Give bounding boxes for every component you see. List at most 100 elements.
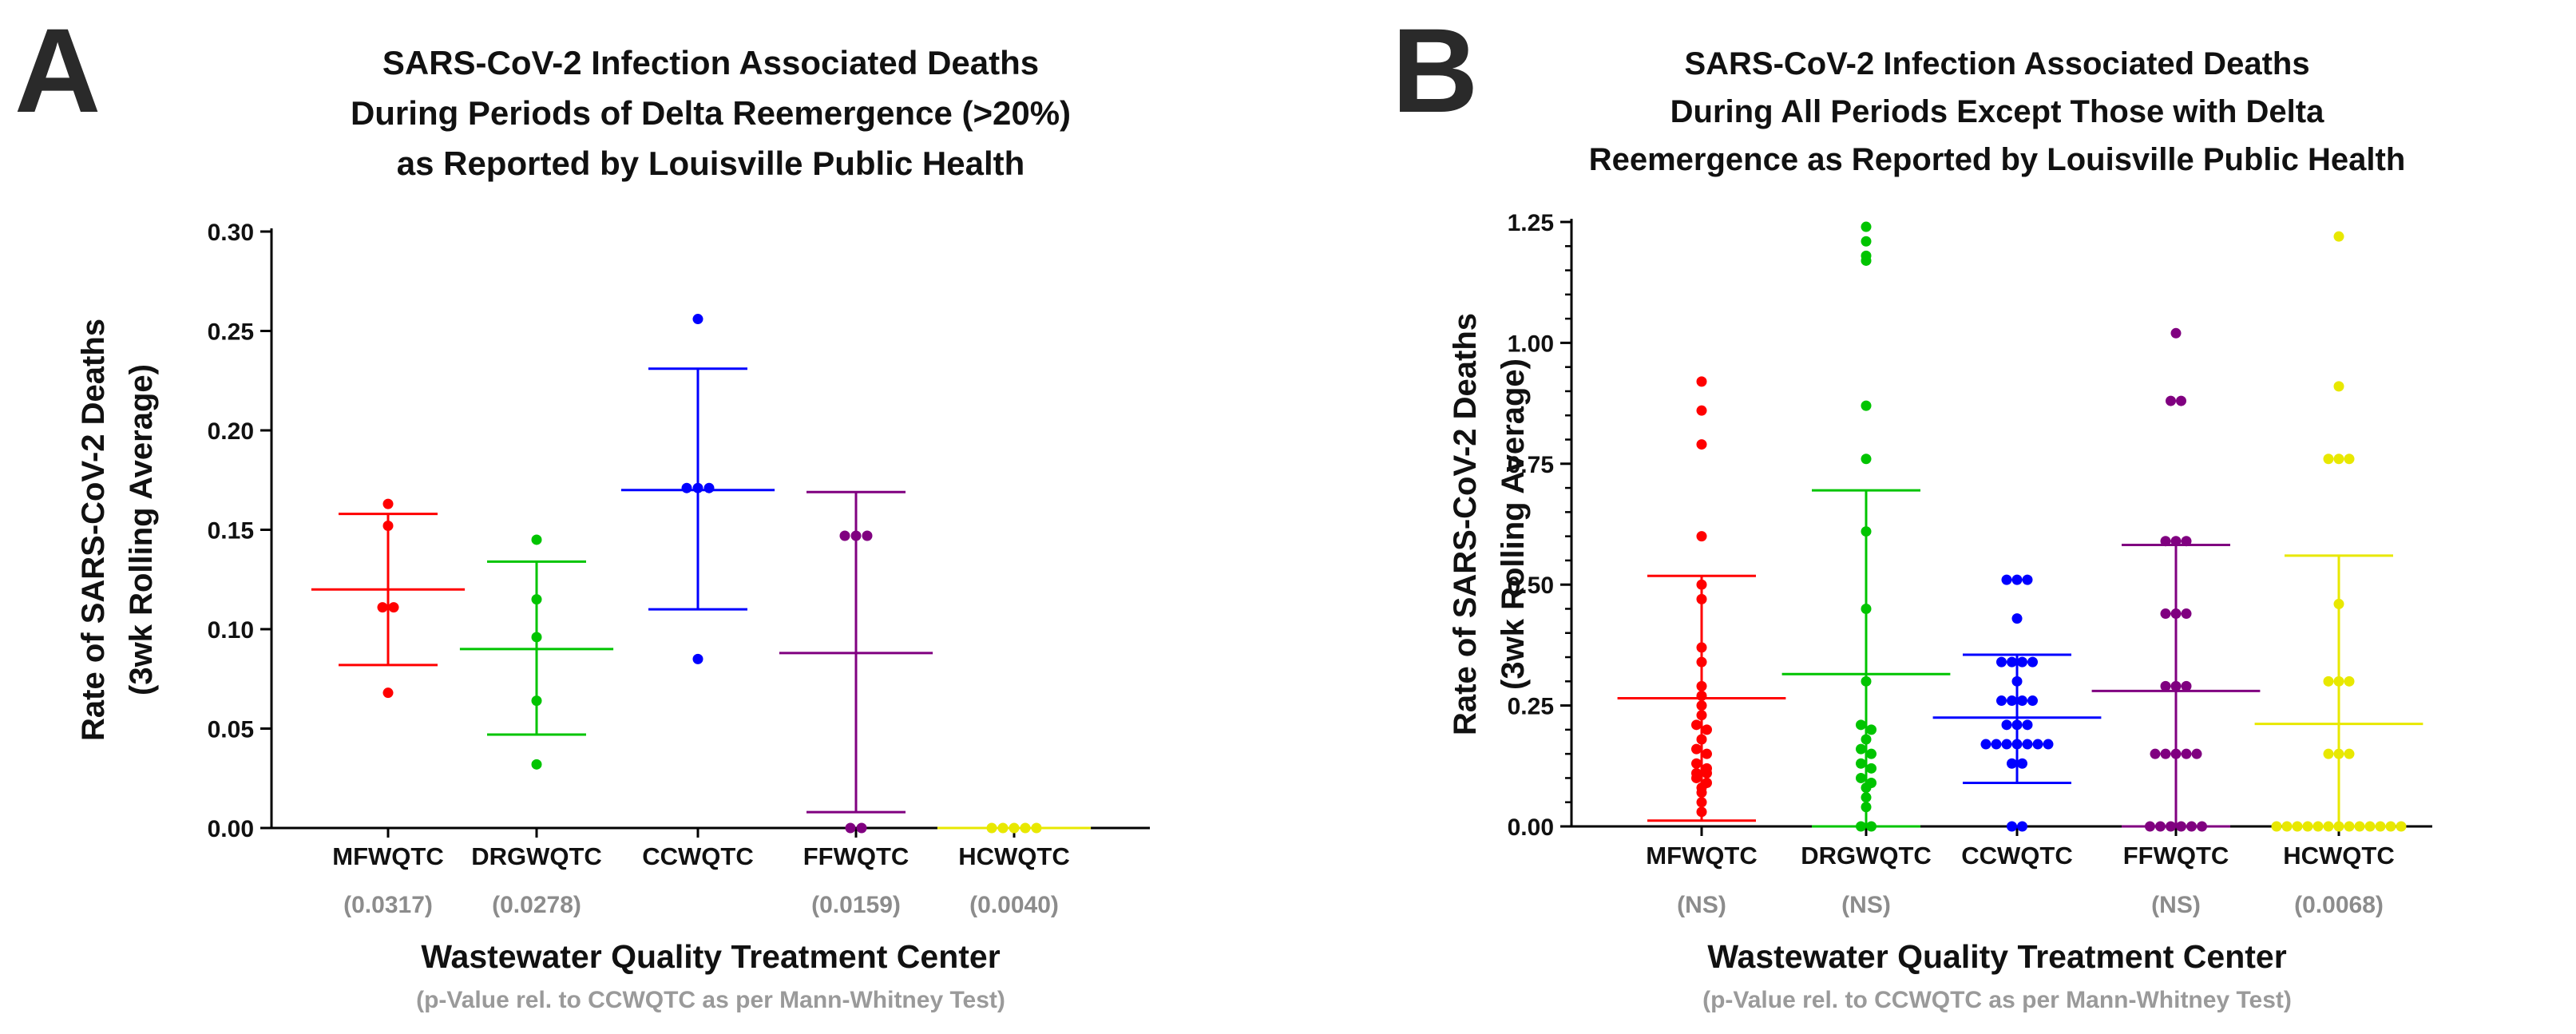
data-point — [2181, 536, 2192, 547]
data-point — [1696, 439, 1707, 450]
data-point — [681, 482, 692, 493]
category-label: HCWQTC — [2283, 842, 2394, 870]
p-value-label: (0.0040) — [969, 892, 1059, 918]
data-point — [1691, 743, 1702, 755]
category-label: MFWQTC — [332, 842, 443, 870]
y-tick-label: 0.00 — [208, 816, 254, 842]
panel-label: A — [14, 3, 101, 137]
chart-title-line: Reemergence as Reported by Louisville Pu… — [1589, 142, 2406, 177]
data-point — [1856, 758, 1866, 769]
data-point — [2160, 748, 2171, 759]
y-tick-label: 0.05 — [208, 717, 254, 743]
data-point — [2150, 748, 2161, 759]
data-point — [382, 498, 394, 509]
data-point — [845, 822, 856, 834]
y-tick-label: 0.15 — [208, 518, 254, 545]
y-tick-label: 0.30 — [208, 220, 254, 246]
data-point — [2007, 695, 2017, 707]
data-point — [2007, 656, 2017, 668]
category-label: FFWQTC — [2123, 842, 2229, 870]
data-point — [1691, 772, 1702, 783]
data-point — [1702, 724, 1712, 735]
data-point — [2344, 454, 2355, 465]
chart-title-line: SARS-CoV-2 Infection Associated Deaths — [382, 44, 1039, 81]
y-tick-label: 0.50 — [1508, 572, 1554, 599]
data-point — [2176, 395, 2186, 406]
data-point — [2043, 739, 2054, 750]
y-axis-label: Rate of SARS-CoV-2 Deaths — [76, 319, 111, 741]
data-point — [2170, 327, 2182, 339]
y-axis-label-sub: (3wk Rolling Average) — [124, 364, 159, 695]
p-value-label: (0.0278) — [492, 892, 581, 918]
data-point — [2022, 574, 2033, 585]
data-point — [1696, 405, 1707, 416]
data-point — [1691, 719, 1702, 731]
data-point — [2017, 656, 2027, 668]
y-tick-label: 1.25 — [1508, 210, 1554, 236]
panel-b: B SARS-CoV-2 Infection Associated Deaths D… — [1288, 0, 2576, 1034]
data-point — [1866, 748, 1877, 759]
data-point — [2007, 758, 2017, 769]
data-point — [1991, 739, 2002, 750]
data-point — [2333, 231, 2344, 242]
data-point — [2160, 608, 2171, 620]
y-tick-label: 1.00 — [1508, 331, 1554, 357]
p-value-label: (0.0159) — [811, 892, 901, 918]
y-tick-label: 0.20 — [208, 418, 254, 445]
data-point — [2001, 739, 2012, 750]
data-point — [2001, 719, 2012, 731]
panel-a: A SARS-CoV-2 Infection Associated Deaths D… — [14, 3, 1150, 1013]
data-point — [2017, 821, 2027, 832]
data-point — [2011, 574, 2023, 585]
data-point — [1861, 454, 1872, 465]
category-label: CCWQTC — [642, 842, 753, 870]
chart-a-svg: A SARS-CoV-2 Infection Associated Deaths D… — [14, 3, 1150, 1013]
data-point — [2007, 821, 2017, 832]
data-point — [2022, 719, 2033, 731]
data-point — [2011, 613, 2023, 624]
data-point — [2333, 381, 2344, 392]
data-point — [2396, 821, 2407, 832]
data-point — [2344, 675, 2355, 687]
data-point — [2271, 821, 2282, 832]
p-value-label: (0.0317) — [343, 892, 433, 918]
data-point — [382, 687, 394, 699]
chart-b-svg: B SARS-CoV-2 Infection Associated Deaths D… — [1392, 3, 2432, 1013]
data-point — [856, 822, 867, 834]
data-point — [1696, 376, 1707, 387]
data-point — [1861, 255, 1872, 266]
data-point — [2323, 675, 2334, 687]
y-tick-label: 0.10 — [208, 617, 254, 644]
data-point — [1691, 758, 1702, 769]
chart-title-line: During Periods of Delta Reemergence (>20… — [351, 94, 1071, 132]
data-point — [862, 530, 873, 541]
data-point — [2323, 748, 2334, 759]
category-label: DRGWQTC — [1801, 842, 1932, 870]
y-tick-label: 0.25 — [1508, 694, 1554, 720]
panel-label: B — [1392, 3, 1478, 137]
p-value-label: (NS) — [1677, 892, 1726, 918]
chart-title-line: During All Periods Except Those with Del… — [1670, 94, 2324, 129]
x-axis-label: Wastewater Quality Treatment Center — [421, 938, 1000, 975]
data-point — [2160, 680, 2171, 691]
data-point — [2001, 574, 2012, 585]
data-point — [2032, 739, 2043, 750]
y-tick-label: 0.75 — [1508, 452, 1554, 478]
chart-title-line: SARS-CoV-2 Infection Associated Deaths — [1684, 46, 2309, 81]
data-point — [1996, 656, 2007, 668]
data-point — [1702, 748, 1712, 759]
data-point — [703, 482, 715, 493]
data-point — [692, 314, 703, 325]
data-point — [2344, 748, 2355, 759]
data-point — [2017, 695, 2027, 707]
data-point — [2017, 758, 2027, 769]
category-label: HCWQTC — [958, 842, 1069, 870]
data-point — [531, 759, 542, 770]
data-point — [2181, 608, 2192, 620]
data-point — [839, 530, 850, 541]
data-point — [2166, 395, 2176, 406]
data-point — [2160, 536, 2171, 547]
data-point — [1856, 719, 1866, 731]
data-point — [1861, 400, 1872, 411]
data-point — [388, 602, 399, 613]
